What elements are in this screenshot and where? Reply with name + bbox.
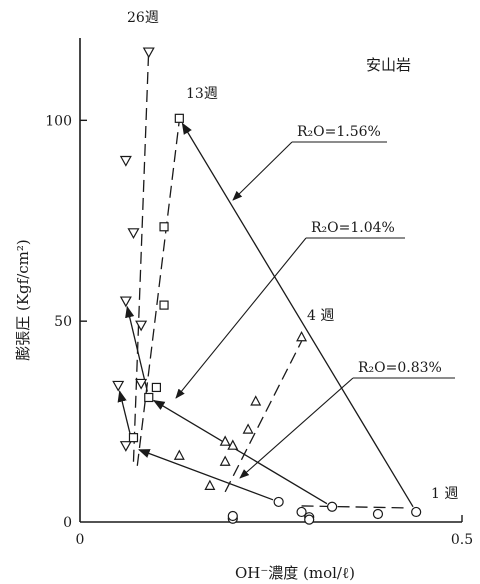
- inverted-triangle-data-point: [127, 228, 140, 240]
- triangle-data-point: [219, 435, 231, 446]
- circle-data-point: [227, 510, 238, 522]
- square-data-point: [144, 392, 154, 403]
- circle-data-point: [304, 514, 315, 525]
- square-data-point: [159, 300, 169, 310]
- triangle-data-point: [173, 449, 185, 460]
- r2o-104-leader: [175, 237, 307, 399]
- inverted-triangle-data-point: [142, 47, 155, 59]
- progression-arrow: [125, 305, 149, 392]
- triangle-data-point: [219, 455, 231, 466]
- inverted-triangle-data-point: [119, 441, 132, 452]
- progression-arrow: [181, 122, 414, 508]
- y-tick-label: 50: [54, 314, 72, 330]
- inverted-triangle-data-point: [135, 378, 148, 390]
- y-tick-label: 0: [63, 515, 72, 531]
- square-data-point: [151, 382, 161, 393]
- triangle-data-point: [227, 439, 239, 450]
- triangle-data-point: [296, 330, 308, 342]
- r2o-083-leader: [239, 377, 354, 479]
- progression-arrow: [152, 399, 328, 505]
- circle-data-point: [327, 501, 338, 512]
- circle-data-point: [372, 508, 384, 520]
- dashed-trend-line: [132, 48, 150, 462]
- r2o-083-label: R₂O=0.83%: [358, 360, 442, 376]
- r2o-156-label: R₂O=1.56%: [297, 124, 381, 140]
- week-4-label: 4 週: [307, 308, 334, 324]
- dashed-trend-line: [301, 505, 409, 509]
- square-data-point: [128, 433, 139, 443]
- circle-data-point: [296, 506, 307, 518]
- dashed-trend-line: [224, 340, 303, 493]
- week-13-label: 13週: [186, 86, 218, 102]
- r2o-156-leader: [232, 141, 293, 201]
- rock-type-label: 安山岩: [366, 56, 411, 74]
- y-tick-label: 100: [45, 113, 72, 129]
- circle-data-point: [273, 496, 284, 508]
- r2o-104-label: R₂O=1.04%: [311, 220, 395, 236]
- dashed-trend-line: [136, 120, 180, 466]
- progression-arrow: [138, 449, 274, 501]
- triangle-data-point: [250, 395, 262, 406]
- inverted-triangle-data-point: [135, 320, 148, 332]
- circle-data-point: [411, 506, 422, 518]
- y-axis-label: 膨張圧 (Kgf/cm²): [14, 239, 32, 361]
- square-data-point: [174, 113, 184, 123]
- week-26-label: 26週: [127, 10, 159, 26]
- week-1-label: 1 週: [431, 486, 458, 502]
- x-axis-label: OH⁻濃度 (mol/ℓ): [235, 564, 355, 582]
- x-tick-label: 0: [76, 532, 85, 548]
- square-data-point: [159, 222, 169, 232]
- inverted-triangle-data-point: [119, 155, 132, 167]
- x-tick-label: 0.5: [451, 532, 473, 548]
- triangle-data-point: [242, 423, 254, 434]
- inverted-triangle-data-point: [119, 296, 132, 308]
- triangle-data-point: [204, 479, 216, 490]
- inverted-triangle-data-point: [112, 380, 125, 392]
